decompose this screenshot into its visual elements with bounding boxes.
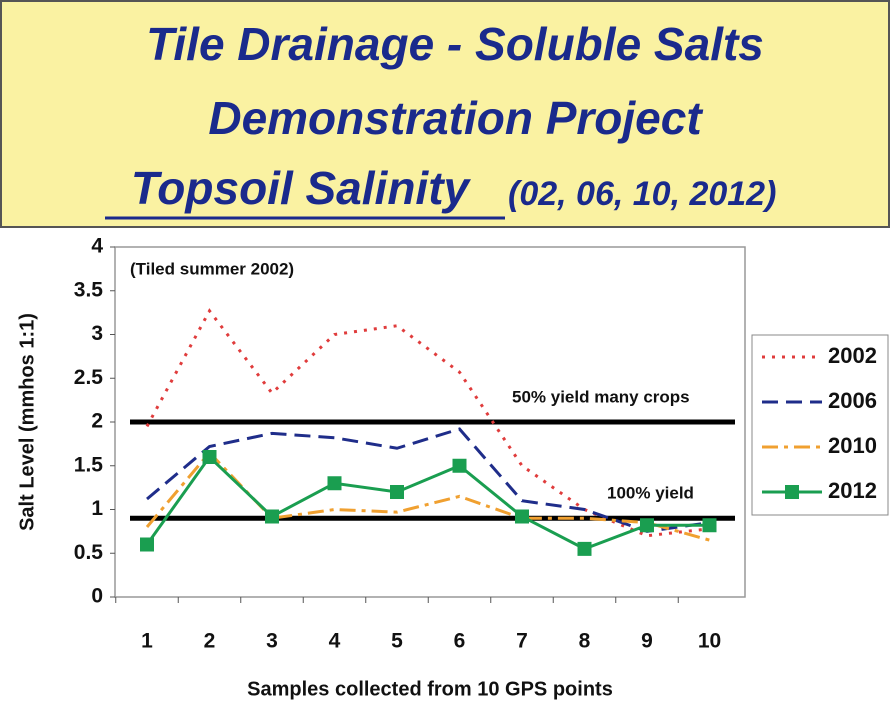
- reference-label: 50% yield many crops: [512, 387, 690, 406]
- x-axis-label: Samples collected from 10 GPS points: [247, 678, 613, 700]
- subtitle: (02, 06, 10, 2012): [508, 175, 776, 213]
- y-tick-label: 0.5: [74, 541, 104, 564]
- x-tick-label: 10: [698, 630, 721, 653]
- y-tick-label: 2.5: [74, 366, 104, 389]
- title-line: Topsoil Salinity: [131, 162, 472, 214]
- marker: [577, 541, 592, 556]
- y-tick-label: 1: [91, 497, 103, 520]
- legend-label: 2010: [828, 433, 877, 458]
- marker: [515, 509, 529, 524]
- title-line: Demonstration Project: [208, 92, 703, 144]
- series-line: [145, 454, 710, 551]
- marker: [452, 458, 467, 473]
- title-box: [0, 0, 890, 228]
- x-tick-label: 8: [579, 630, 591, 653]
- y-tick-label: 4: [91, 235, 103, 258]
- x-tick-label: 7: [516, 630, 528, 653]
- y-tick-label: 1.5: [74, 453, 104, 476]
- x-tick-label: 2: [204, 630, 216, 653]
- marker: [202, 450, 217, 464]
- series-line: [145, 308, 710, 538]
- y-tick-label: 2: [91, 410, 103, 433]
- annotation: (Tiled summer 2002): [130, 259, 294, 278]
- x-tick-label: 5: [391, 630, 403, 653]
- legend-label: 2006: [828, 388, 877, 413]
- x-tick-label: 4: [329, 630, 341, 653]
- marker: [327, 476, 342, 491]
- marker: [140, 537, 154, 552]
- marker: [640, 518, 654, 533]
- x-tick-label: 3: [266, 630, 278, 653]
- marker: [702, 518, 717, 533]
- legend-label: 2002: [828, 343, 877, 368]
- title-line: Tile Drainage - Soluble Salts: [146, 18, 764, 70]
- x-tick-label: 9: [641, 630, 653, 653]
- y-tick-label: 3.5: [74, 278, 104, 301]
- legend-label: 2012: [828, 478, 877, 503]
- reference-label: 100% yield: [607, 484, 694, 503]
- y-tick-label: 3: [91, 322, 103, 345]
- y-axis-label: Salt Level (mmhos 1:1): [16, 313, 38, 531]
- x-tick-label: 1: [141, 630, 153, 653]
- legend-box: [751, 334, 889, 516]
- x-tick-label: 6: [454, 630, 466, 653]
- marker: [265, 509, 279, 524]
- legend-marker: [785, 485, 799, 499]
- y-tick-label: 0: [91, 585, 103, 608]
- marker: [390, 485, 404, 499]
